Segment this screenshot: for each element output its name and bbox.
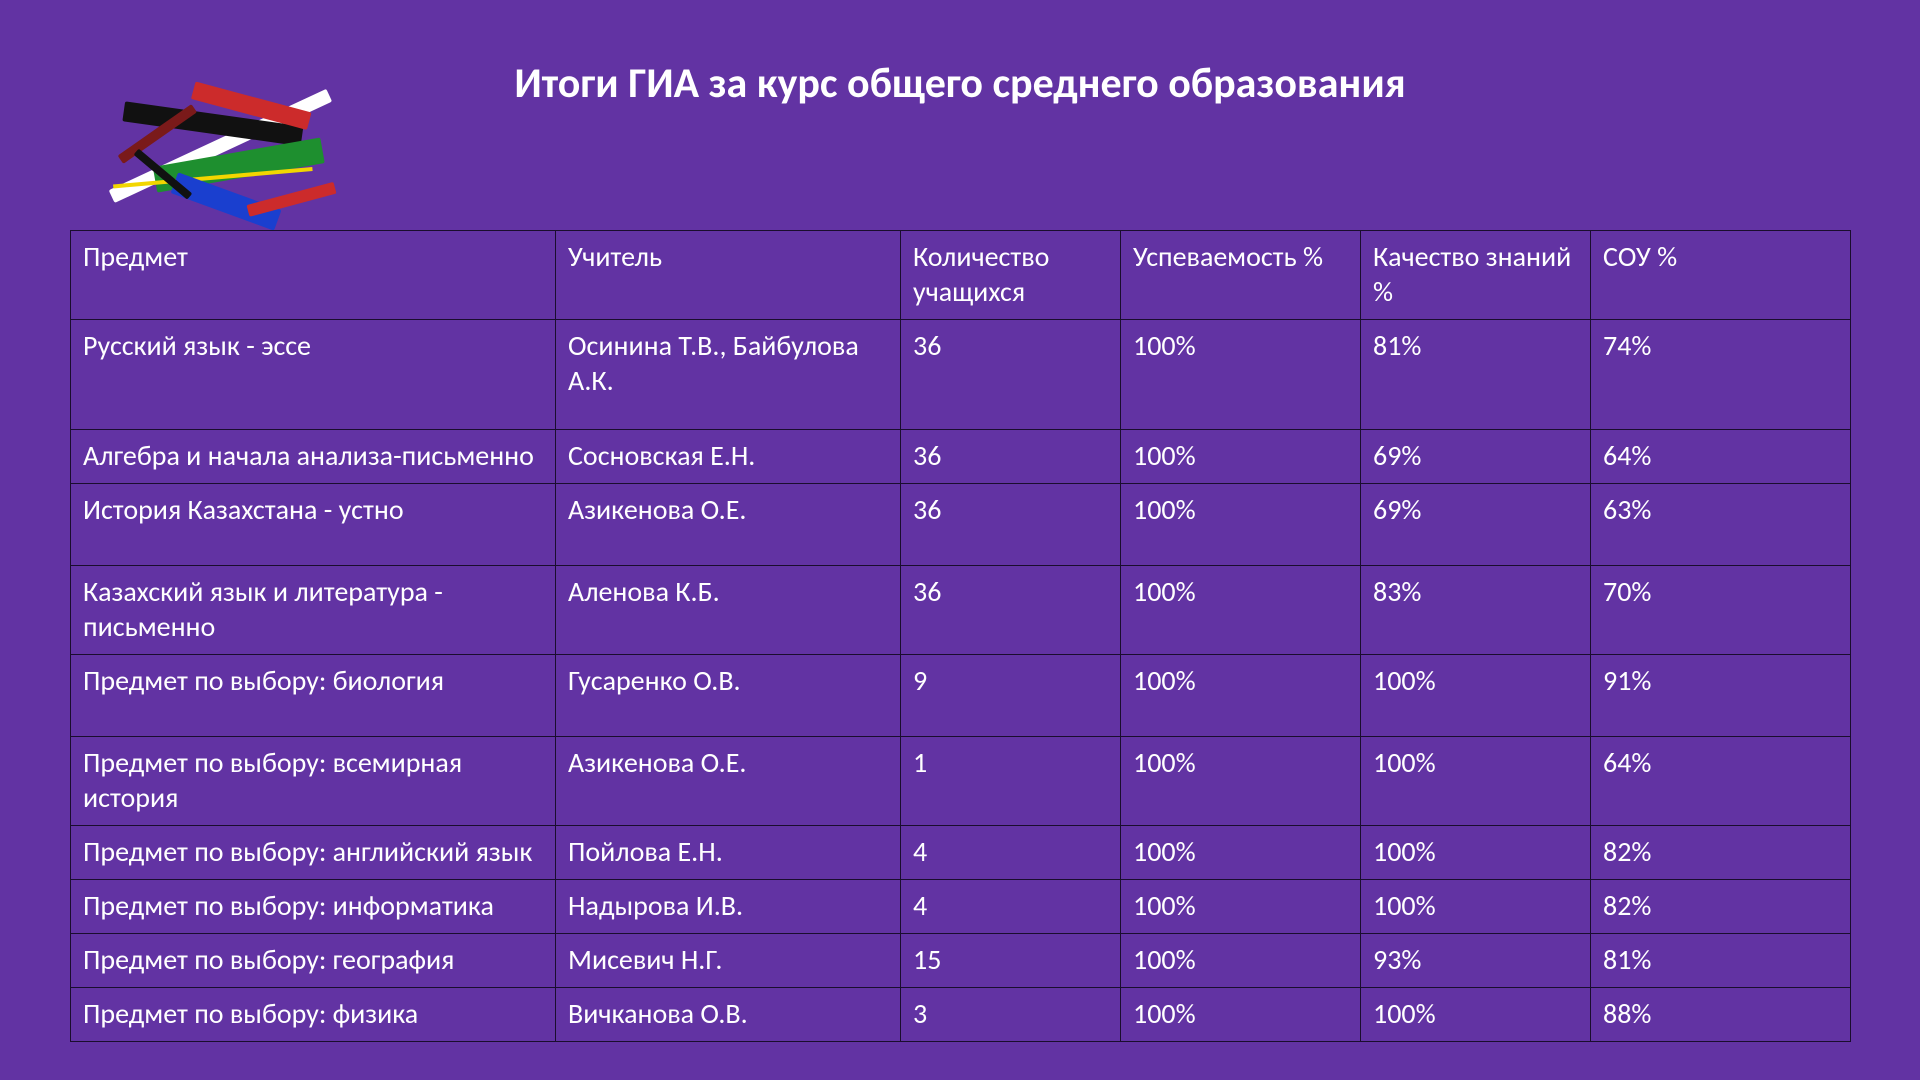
cell-subject: Русский язык - эссе (71, 320, 556, 430)
table-row: Предмет по выбору: всемирная историяАзик… (71, 737, 1851, 826)
cell-subject: Казахский язык и литература - письменно (71, 566, 556, 655)
cell-subject: История Казахстана - устно (71, 484, 556, 566)
results-table-container: Предмет Учитель Количество учащихся Успе… (70, 230, 1850, 1042)
table-row: Предмет по выбору: английский языкПойлов… (71, 826, 1851, 880)
cell-teacher: Вичканова О.В. (556, 988, 901, 1042)
cell-sou: 82% (1591, 826, 1851, 880)
cell-count: 36 (901, 320, 1121, 430)
cell-teacher: Азикенова О.Е. (556, 484, 901, 566)
col-subject: Предмет (71, 231, 556, 320)
cell-pass: 100% (1121, 484, 1361, 566)
cell-teacher: Надырова И.В. (556, 880, 901, 934)
cell-sou: 64% (1591, 737, 1851, 826)
cell-teacher: Гусаренко О.В. (556, 655, 901, 737)
cell-sou: 64% (1591, 430, 1851, 484)
cell-sou: 82% (1591, 880, 1851, 934)
cell-pass: 100% (1121, 826, 1361, 880)
cell-sou: 70% (1591, 566, 1851, 655)
col-pass: Успеваемость % (1121, 231, 1361, 320)
cell-subject: Предмет по выбору: биология (71, 655, 556, 737)
cell-teacher: Сосновская Е.Н. (556, 430, 901, 484)
cell-subject: Предмет по выбору: физика (71, 988, 556, 1042)
cell-sou: 81% (1591, 934, 1851, 988)
table-header-row: Предмет Учитель Количество учащихся Успе… (71, 231, 1851, 320)
cell-qual: 100% (1361, 737, 1591, 826)
cell-sou: 88% (1591, 988, 1851, 1042)
cell-pass: 100% (1121, 320, 1361, 430)
cell-subject: Алгебра и начала анализа-письменно (71, 430, 556, 484)
cell-qual: 81% (1361, 320, 1591, 430)
col-teacher: Учитель (556, 231, 901, 320)
cell-count: 15 (901, 934, 1121, 988)
cell-count: 3 (901, 988, 1121, 1042)
cell-pass: 100% (1121, 655, 1361, 737)
cell-teacher: Мисевич Н.Г. (556, 934, 901, 988)
cell-teacher: Пойлова Е.Н. (556, 826, 901, 880)
cell-count: 36 (901, 484, 1121, 566)
cell-qual: 100% (1361, 880, 1591, 934)
cell-subject: Предмет по выбору: английский язык (71, 826, 556, 880)
results-table: Предмет Учитель Количество учащихся Успе… (70, 230, 1851, 1042)
col-count: Количество учащихся (901, 231, 1121, 320)
cell-qual: 100% (1361, 655, 1591, 737)
table-row: Алгебра и начала анализа-письменноСоснов… (71, 430, 1851, 484)
cell-sou: 91% (1591, 655, 1851, 737)
cell-subject: Предмет по выбору: география (71, 934, 556, 988)
cell-teacher: Азикенова О.Е. (556, 737, 901, 826)
cell-sou: 74% (1591, 320, 1851, 430)
cell-qual: 69% (1361, 430, 1591, 484)
table-row: Казахский язык и литература - письменноА… (71, 566, 1851, 655)
cell-sou: 63% (1591, 484, 1851, 566)
cell-subject: Предмет по выбору: всемирная история (71, 737, 556, 826)
cell-count: 9 (901, 655, 1121, 737)
cell-count: 4 (901, 826, 1121, 880)
abstract-shapes-logo (70, 30, 370, 260)
cell-count: 1 (901, 737, 1121, 826)
cell-subject: Предмет по выбору: информатика (71, 880, 556, 934)
cell-pass: 100% (1121, 737, 1361, 826)
table-row: История Казахстана - устноАзикенова О.Е.… (71, 484, 1851, 566)
cell-teacher: Осинина Т.В., Байбулова А.К. (556, 320, 901, 430)
cell-pass: 100% (1121, 934, 1361, 988)
table-row: Предмет по выбору: географияМисевич Н.Г.… (71, 934, 1851, 988)
col-qual: Качество знаний % (1361, 231, 1591, 320)
cell-pass: 100% (1121, 988, 1361, 1042)
cell-qual: 83% (1361, 566, 1591, 655)
table-row: Русский язык - эссеОсинина Т.В., Байбуло… (71, 320, 1851, 430)
cell-pass: 100% (1121, 880, 1361, 934)
cell-pass: 100% (1121, 430, 1361, 484)
cell-count: 4 (901, 880, 1121, 934)
cell-qual: 93% (1361, 934, 1591, 988)
cell-qual: 69% (1361, 484, 1591, 566)
cell-count: 36 (901, 566, 1121, 655)
cell-pass: 100% (1121, 566, 1361, 655)
table-row: Предмет по выбору: информатикаНадырова И… (71, 880, 1851, 934)
cell-qual: 100% (1361, 988, 1591, 1042)
cell-teacher: Аленова К.Б. (556, 566, 901, 655)
table-row: Предмет по выбору: физикаВичканова О.В.3… (71, 988, 1851, 1042)
cell-qual: 100% (1361, 826, 1591, 880)
col-sou: СОУ % (1591, 231, 1851, 320)
cell-count: 36 (901, 430, 1121, 484)
table-row: Предмет по выбору: биологияГусаренко О.В… (71, 655, 1851, 737)
